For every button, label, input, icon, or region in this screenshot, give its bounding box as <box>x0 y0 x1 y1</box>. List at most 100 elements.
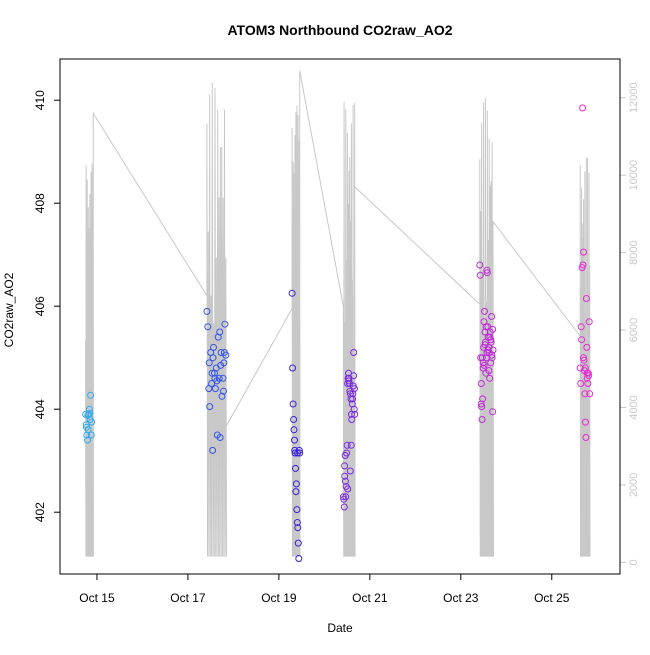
data-point <box>342 493 350 501</box>
data-point <box>204 323 212 331</box>
data-point <box>348 416 356 423</box>
y2-tick-label: 6000 <box>628 318 640 342</box>
data-point <box>289 400 297 408</box>
data-point <box>583 343 591 351</box>
altitude-line <box>85 70 591 557</box>
data-point <box>84 436 91 444</box>
data-point <box>487 359 495 367</box>
data-point <box>476 271 484 279</box>
data-point <box>347 410 355 418</box>
data-point <box>478 416 486 423</box>
data-point <box>486 374 494 382</box>
data-point <box>480 361 488 369</box>
y2-tick-label: 10000 <box>628 160 640 191</box>
data-point <box>584 380 592 387</box>
data-point <box>489 325 497 333</box>
x-tick-label: Oct 21 <box>352 591 388 605</box>
data-point <box>290 416 298 423</box>
data-point <box>209 446 217 454</box>
data-point <box>289 364 297 372</box>
data-point <box>295 555 303 562</box>
data-point <box>345 377 353 385</box>
data-point <box>83 431 91 439</box>
data-point <box>477 380 485 387</box>
data-point <box>351 410 359 418</box>
data-point <box>578 336 586 344</box>
data-point <box>211 374 219 382</box>
data-point <box>219 374 227 382</box>
data-point <box>349 395 357 403</box>
data-point <box>579 354 587 362</box>
altitude-trace <box>85 70 591 557</box>
data-point <box>86 409 94 417</box>
data-point <box>294 539 302 547</box>
data-point <box>292 488 300 496</box>
x-tick-label: Oct 25 <box>534 591 570 605</box>
data-point <box>211 385 219 393</box>
data-point <box>350 385 358 393</box>
data-point <box>486 333 494 341</box>
data-point <box>346 467 354 475</box>
y2-tick-label: 4000 <box>628 395 640 419</box>
data-point <box>292 464 299 472</box>
data-point <box>83 423 90 431</box>
data-point <box>216 328 224 336</box>
data-point <box>579 104 587 112</box>
y-tick-label: 402 <box>33 502 47 522</box>
data-point <box>218 392 226 400</box>
data-point <box>344 485 352 493</box>
data-point <box>581 418 589 426</box>
data-point <box>478 354 486 362</box>
data-point <box>481 307 488 315</box>
data-point <box>489 346 497 354</box>
data-point <box>205 359 213 367</box>
axes: 402 404 406 408 410 Oct 15 Oct 17 Oct 19 Oct 21 O… <box>33 58 640 605</box>
data-point <box>488 313 496 320</box>
y-tick-label: 408 <box>33 193 47 213</box>
data-point <box>350 372 358 380</box>
data-points <box>82 104 594 562</box>
data-point <box>214 333 222 341</box>
x-tick-label: Oct 23 <box>443 591 479 605</box>
data-point <box>88 418 96 426</box>
data-point <box>583 374 591 382</box>
plot-frame <box>59 58 621 575</box>
data-point <box>340 503 348 511</box>
data-point <box>341 472 349 480</box>
data-point <box>483 269 491 277</box>
x-tick-label: Oct 15 <box>79 591 115 605</box>
data-point <box>291 436 298 444</box>
data-point <box>478 403 486 411</box>
y-tick-label: 406 <box>33 296 47 316</box>
data-point <box>217 361 225 369</box>
data-point <box>205 385 213 393</box>
data-point <box>577 380 585 387</box>
data-point <box>293 519 301 526</box>
data-point <box>343 449 351 457</box>
data-point <box>581 390 589 398</box>
data-point <box>488 351 496 359</box>
data-point <box>292 480 300 488</box>
data-point <box>294 449 301 457</box>
data-point <box>347 441 355 449</box>
y2-tick-label: 2000 <box>628 473 640 497</box>
data-point <box>343 441 351 449</box>
data-point <box>206 403 214 411</box>
x-axis-label: Date <box>327 621 353 635</box>
y2-tick-label: 8000 <box>628 240 640 264</box>
data-point <box>350 349 358 356</box>
data-point <box>350 405 358 413</box>
data-point <box>476 261 484 269</box>
y-axis-label: CO2raw_AO2 <box>2 272 16 347</box>
data-point <box>484 346 492 354</box>
data-point <box>85 405 93 413</box>
data-point <box>485 367 493 375</box>
data-point <box>581 364 589 372</box>
data-point <box>482 323 490 331</box>
data-point <box>488 354 496 362</box>
data-point <box>585 318 593 326</box>
data-point <box>85 410 93 418</box>
data-point <box>580 356 588 364</box>
data-point <box>341 462 349 470</box>
